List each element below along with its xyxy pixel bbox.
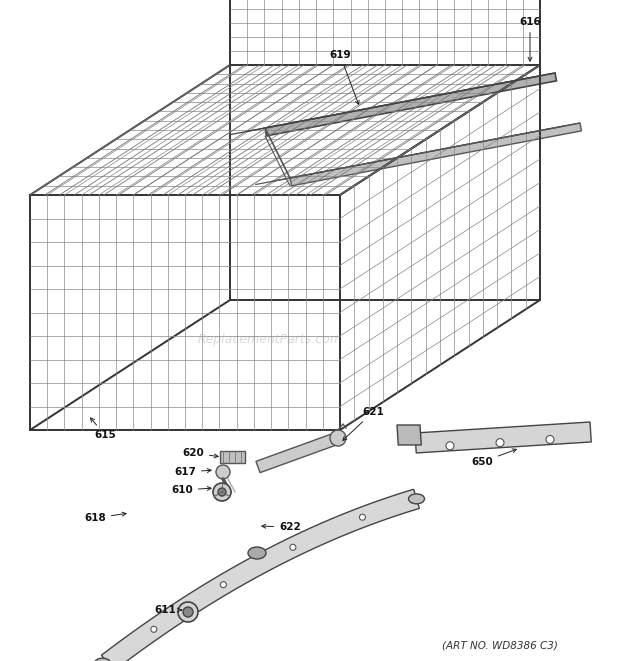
Polygon shape [415,422,591,453]
Polygon shape [397,425,421,445]
Text: 616: 616 [519,17,541,61]
Text: ReplacementParts.com: ReplacementParts.com [198,334,342,346]
Polygon shape [256,432,340,473]
Text: 611: 611 [154,605,182,615]
Text: 615: 615 [91,418,116,440]
Circle shape [178,602,198,622]
Circle shape [360,514,365,520]
Circle shape [183,607,193,617]
Text: 650: 650 [471,449,516,467]
Circle shape [496,439,504,447]
Text: 617: 617 [174,467,211,477]
Text: 621: 621 [343,407,384,440]
Text: 618: 618 [84,512,126,523]
FancyBboxPatch shape [220,451,245,463]
Ellipse shape [94,658,110,661]
Text: 610: 610 [171,485,211,495]
Circle shape [330,430,346,446]
Circle shape [546,436,554,444]
Circle shape [290,544,296,551]
Circle shape [220,582,226,588]
Circle shape [151,627,157,633]
Circle shape [213,483,231,501]
Ellipse shape [409,494,425,504]
Polygon shape [265,73,557,136]
Polygon shape [290,123,582,186]
Text: 619: 619 [329,50,359,104]
Text: 620: 620 [182,448,218,458]
Circle shape [216,465,230,479]
Circle shape [446,442,454,449]
Polygon shape [102,489,419,661]
Ellipse shape [248,547,266,559]
Text: 622: 622 [262,522,301,532]
Circle shape [218,488,226,496]
Text: (ART NO. WD8386 C3): (ART NO. WD8386 C3) [442,640,558,650]
